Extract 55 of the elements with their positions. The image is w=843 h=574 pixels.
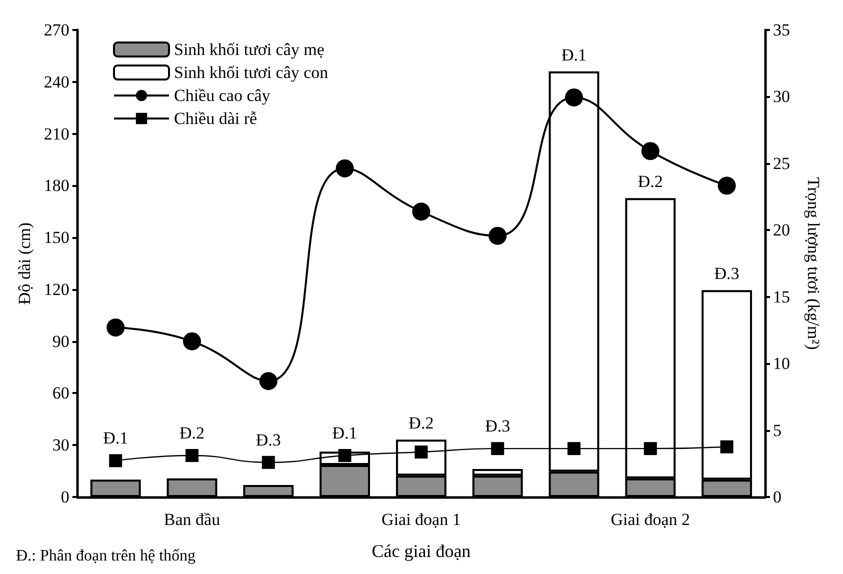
y-axis-title: Độ dài (cm) [15, 222, 34, 305]
annotation: Đ.2 [638, 172, 663, 192]
point [491, 442, 504, 456]
annotation: Đ.3 [256, 430, 281, 450]
point [336, 159, 354, 178]
annotation: Đ.2 [179, 423, 205, 442]
annotation: Đ.1 [561, 45, 587, 64]
x-tick-label: Giai đoạn 1 [382, 510, 461, 529]
y2-tick-label: 35 [773, 20, 790, 40]
y-tick-label: 60 [52, 384, 70, 403]
point [262, 456, 275, 469]
y2-tick-label: 10 [773, 354, 790, 374]
point [412, 202, 430, 221]
point [259, 372, 278, 390]
y2-axis-title: Trọng lượng tươi (kg/m²) [804, 177, 823, 350]
point [641, 142, 660, 160]
y2-tick-label: 30 [773, 87, 790, 106]
y-tick-label: 270 [44, 20, 70, 40]
y2-tick-label: 25 [773, 154, 790, 173]
point [718, 176, 736, 195]
y-tick-label: 90 [52, 332, 70, 351]
annotation: Đ.3 [485, 416, 510, 436]
y-tick-label: 180 [44, 176, 70, 196]
x-axis-title: Các giai đoạn [372, 541, 471, 561]
point [488, 226, 507, 245]
y2-tick-label: 5 [773, 420, 782, 440]
y-tick-label: 30 [52, 436, 70, 455]
y2-tick-label: 15 [773, 287, 790, 306]
annotation: Đ.3 [714, 264, 740, 284]
annotation: Đ.2 [408, 414, 434, 433]
point [183, 332, 201, 350]
x-tick-label: Giai đoạn 2 [610, 510, 690, 529]
legend-label: Chiều dài rễ [174, 109, 258, 128]
point [644, 442, 657, 456]
point [720, 440, 734, 454]
x-tick-label: Ban đầu [164, 510, 221, 529]
y-tick-label: 210 [44, 124, 70, 144]
point [106, 318, 125, 336]
y2-tick-label: 20 [773, 220, 790, 240]
legend-label: Sinh khối tươi cây con [174, 63, 329, 82]
point [109, 454, 122, 468]
point [186, 448, 198, 462]
y-tick-label: 0 [60, 488, 70, 506]
point [338, 448, 352, 462]
y2-tick-label: 0 [773, 488, 782, 506]
y-tick-label: 240 [44, 72, 70, 92]
annotation: Đ.1 [332, 423, 358, 442]
y-tick-label: 150 [44, 228, 70, 248]
point [568, 442, 580, 456]
point [565, 88, 583, 106]
y-tick-label: 120 [44, 280, 70, 299]
legend-label: Sinh khối tươi cây mẹ [174, 40, 324, 59]
annotation: Đ.1 [103, 428, 128, 448]
text: Đ.: Phân đoạn trên hệ thống [16, 548, 196, 564]
legend-label: Chiều cao cây [174, 86, 271, 105]
